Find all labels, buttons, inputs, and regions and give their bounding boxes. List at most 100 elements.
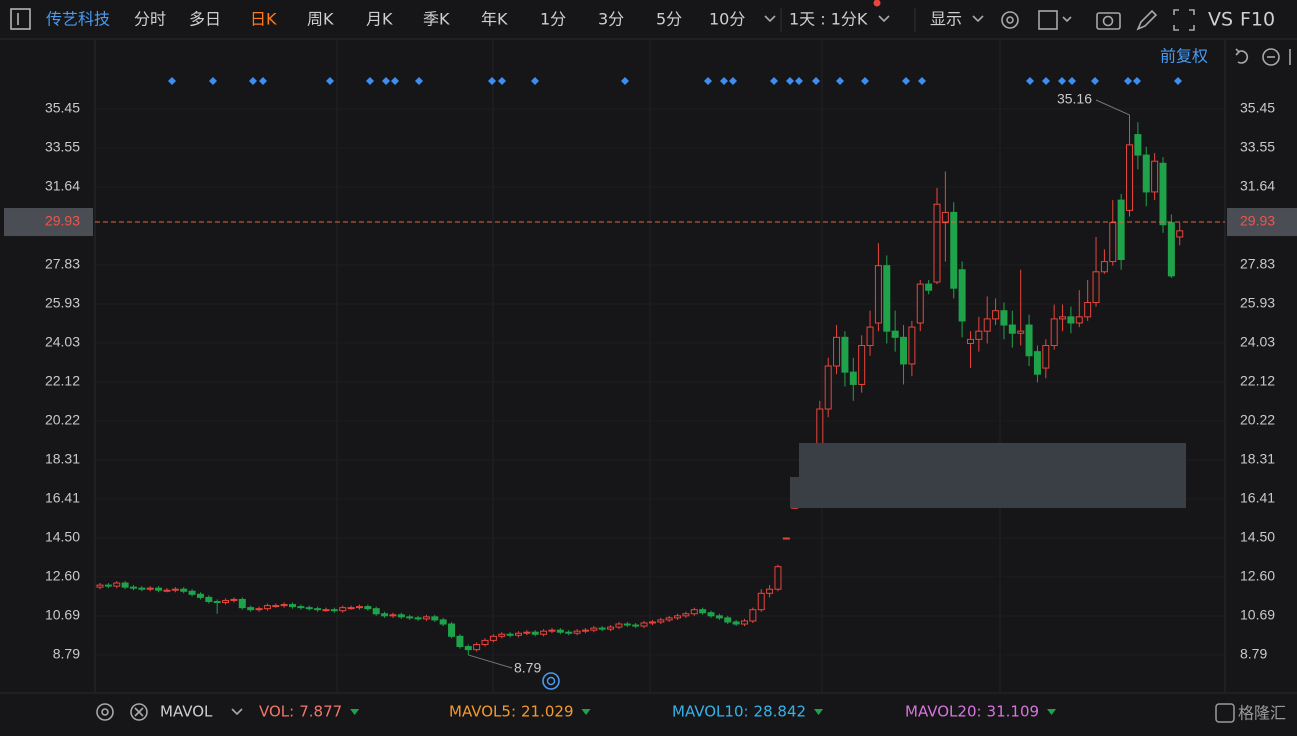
event-marker[interactable] [729, 77, 737, 85]
event-marker[interactable] [249, 77, 257, 85]
period-tab[interactable]: 周K [307, 10, 334, 29]
pencil-icon[interactable] [1136, 9, 1158, 31]
event-marker[interactable] [918, 77, 926, 85]
y-tick-label-right: 12.60 [1240, 568, 1275, 584]
chevron[interactable] [231, 708, 243, 716]
event-marker[interactable] [902, 77, 910, 85]
candle-body [699, 609, 707, 614]
indicator-close[interactable] [130, 703, 148, 721]
y-tick-label-right: 27.83 [1240, 256, 1275, 272]
event-marker[interactable] [326, 77, 334, 85]
candle-body [874, 265, 882, 324]
event-marker[interactable] [488, 77, 496, 85]
candle-body [230, 598, 238, 601]
period-tab[interactable]: 季K [423, 10, 450, 29]
camera-icon[interactable] [1096, 12, 1121, 30]
chevron[interactable] [972, 15, 984, 23]
candle-body [121, 582, 129, 588]
settings-icon[interactable] [1001, 11, 1019, 29]
stock-name[interactable]: 传艺科技 [46, 10, 110, 29]
candle-body [515, 632, 522, 636]
trend-arrow [350, 709, 360, 715]
period-tab[interactable]: 3分 [598, 10, 624, 29]
period-tab[interactable]: 年K [481, 10, 508, 29]
candle-body [1059, 316, 1067, 320]
candle-body [648, 621, 656, 624]
event-marker[interactable] [1124, 77, 1132, 85]
event-marker[interactable] [1026, 77, 1034, 85]
event-marker[interactable] [621, 77, 629, 85]
y-tick-label: 10.69 [45, 607, 80, 623]
f10-button[interactable]: F10 [1240, 9, 1275, 31]
event-marker[interactable] [1174, 77, 1182, 85]
locate-icon[interactable] [542, 672, 560, 690]
event-marker[interactable] [1042, 77, 1050, 85]
event-marker[interactable] [391, 77, 399, 85]
indicator-name[interactable]: MAVOL [160, 703, 213, 721]
period-tab[interactable]: 月K [366, 10, 393, 29]
interval[interactable]: 1天 : 1分K [789, 10, 868, 29]
event-marker[interactable] [770, 77, 778, 85]
candle-body [448, 623, 456, 637]
event-marker[interactable] [168, 77, 176, 85]
candle-body [950, 211, 958, 289]
event-marker[interactable] [498, 77, 506, 85]
candle-body [556, 629, 564, 633]
event-marker[interactable] [704, 77, 712, 85]
candle-body [113, 582, 121, 587]
event-marker[interactable] [786, 77, 794, 85]
layout-icon[interactable] [1038, 10, 1058, 30]
sidebar-toggle[interactable] [10, 8, 31, 30]
event-marker[interactable] [1133, 77, 1141, 85]
display-menu[interactable]: 显示 [930, 10, 962, 29]
period-tab[interactable]: 日K [250, 10, 277, 29]
chevron[interactable] [1062, 16, 1072, 23]
candle-body [104, 584, 112, 587]
adjust-mode[interactable]: 前复权 [1160, 47, 1208, 66]
y-tick-label: 31.64 [45, 178, 80, 194]
candle-body [1050, 318, 1058, 347]
chevron[interactable] [878, 15, 890, 23]
event-marker[interactable] [366, 77, 374, 85]
trend-arrow [581, 709, 591, 715]
period-tab[interactable]: 10分 [709, 10, 745, 29]
y-tick-label: 16.41 [45, 490, 80, 506]
period-tab[interactable]: 分时 [134, 10, 166, 29]
period-tab[interactable]: 5分 [656, 10, 682, 29]
period-tab[interactable]: 多日 [189, 10, 221, 29]
event-marker[interactable] [1091, 77, 1099, 85]
event-marker[interactable] [531, 77, 539, 85]
event-marker[interactable] [812, 77, 820, 85]
expand-icon[interactable] [1173, 9, 1195, 31]
event-marker[interactable] [720, 77, 728, 85]
candle-body [1084, 302, 1092, 318]
event-marker[interactable] [1058, 77, 1066, 85]
candle-body [908, 326, 916, 365]
camera-lens [1102, 15, 1114, 27]
candle-body [958, 269, 966, 322]
y-tick-label-right: 10.69 [1240, 607, 1275, 623]
candle-body [314, 608, 322, 611]
event-marker[interactable] [259, 77, 267, 85]
event-marker[interactable] [1068, 77, 1076, 85]
candle-body [1000, 310, 1008, 326]
candle-body [1167, 222, 1175, 277]
event-marker[interactable] [861, 77, 869, 85]
event-marker[interactable] [209, 77, 217, 85]
indicator-close-x [134, 707, 144, 717]
candle-body [757, 592, 765, 611]
zoom-out-icon[interactable] [1262, 48, 1280, 66]
event-marker[interactable] [836, 77, 844, 85]
candle-body [841, 336, 849, 373]
reset-icon[interactable] [1235, 48, 1249, 64]
event-marker[interactable] [382, 77, 390, 85]
chevron[interactable] [764, 15, 776, 23]
candle-body [297, 606, 305, 609]
indicator-settings[interactable] [96, 703, 114, 721]
vs-button[interactable]: VS [1208, 9, 1233, 31]
period-tab[interactable]: 1分 [540, 10, 566, 29]
event-marker[interactable] [795, 77, 803, 85]
candle-body [481, 639, 489, 645]
event-marker[interactable] [415, 77, 423, 85]
